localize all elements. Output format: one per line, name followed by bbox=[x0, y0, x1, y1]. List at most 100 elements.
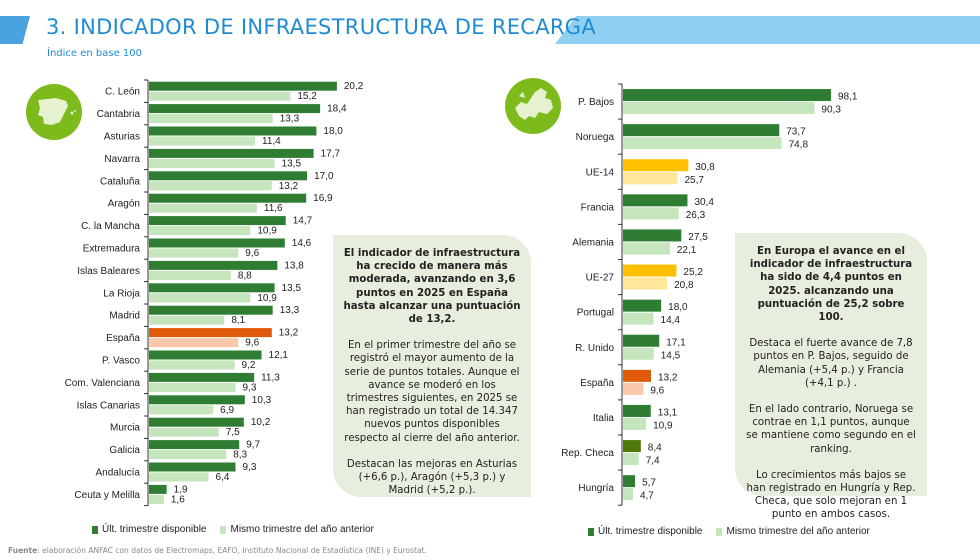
category-label: Noruega bbox=[576, 132, 615, 143]
category-label: Cantabria bbox=[97, 109, 141, 120]
bar-current bbox=[149, 148, 314, 158]
bar-previous bbox=[149, 450, 227, 460]
data-label: 13,1 bbox=[658, 407, 678, 418]
data-label: 14,7 bbox=[293, 216, 313, 227]
category-label: España bbox=[106, 333, 140, 344]
data-label: 17,1 bbox=[666, 337, 686, 348]
category-label: UE-14 bbox=[586, 167, 615, 178]
bar-current bbox=[623, 299, 662, 312]
data-label: 13,2 bbox=[279, 328, 299, 339]
bar-previous bbox=[623, 417, 647, 430]
bar-current bbox=[149, 372, 255, 382]
category-label: Aragón bbox=[108, 199, 140, 210]
data-label: 13,5 bbox=[282, 283, 302, 294]
category-label: Com. Valenciana bbox=[65, 378, 141, 389]
category-label: Andalucía bbox=[96, 468, 141, 479]
bar-current bbox=[623, 404, 651, 417]
bar-previous bbox=[623, 347, 654, 360]
data-label: 9,6 bbox=[245, 248, 259, 259]
data-label: 14,4 bbox=[661, 315, 681, 326]
bar-previous bbox=[149, 136, 256, 146]
europe-box-paragraph-2: En el lado contrario, Noruega se contrae… bbox=[746, 404, 916, 455]
category-label: La Rioja bbox=[103, 288, 140, 299]
legend-swatch-previous bbox=[716, 527, 723, 536]
category-label: P. Bajos bbox=[578, 97, 614, 108]
category-label: C. León bbox=[105, 87, 140, 98]
data-label: 73,7 bbox=[786, 127, 806, 138]
bar-current bbox=[149, 417, 244, 427]
category-label: Alemania bbox=[572, 237, 614, 248]
bar-current bbox=[623, 89, 831, 102]
bar-previous bbox=[623, 172, 678, 185]
data-label: 10,9 bbox=[257, 226, 277, 237]
bar-previous bbox=[149, 158, 275, 168]
data-label: 15,2 bbox=[297, 91, 317, 102]
category-label: Italia bbox=[593, 413, 615, 424]
bar-current bbox=[149, 350, 262, 360]
category-label: Rep. Checa bbox=[561, 448, 614, 459]
data-label: 18,0 bbox=[323, 126, 343, 137]
data-label: 74,8 bbox=[789, 140, 809, 151]
spain-box-paragraph-1: En el primer trimestre del año se regist… bbox=[344, 340, 520, 444]
bar-current bbox=[149, 305, 273, 315]
bar-previous bbox=[149, 360, 235, 370]
bar-current bbox=[623, 440, 641, 453]
bar-current bbox=[623, 124, 780, 137]
bar-previous bbox=[149, 114, 273, 124]
bar-previous bbox=[149, 248, 239, 258]
legend-right: Últ. trimestre disponible Mismo trimestr… bbox=[588, 526, 870, 537]
data-label: 10,9 bbox=[653, 420, 673, 431]
europe-box-paragraph-1: Destaca el fuerte avance de 7,8 puntos e… bbox=[749, 338, 913, 389]
data-label: 30,8 bbox=[695, 162, 715, 173]
data-label: 11,4 bbox=[262, 136, 281, 147]
bar-current bbox=[623, 229, 682, 242]
data-label: 16,9 bbox=[313, 193, 333, 204]
europe-map-icon bbox=[505, 78, 561, 134]
data-label: 30,4 bbox=[694, 197, 714, 208]
bar-current bbox=[149, 193, 307, 203]
bar-current bbox=[149, 171, 308, 181]
bar-previous bbox=[623, 102, 815, 115]
bar-previous bbox=[149, 226, 251, 236]
data-label: 26,3 bbox=[686, 210, 706, 221]
bar-previous bbox=[623, 312, 654, 325]
legend-swatch-current bbox=[588, 527, 594, 536]
source-footnote: Fuente: elaboración ANFAC con datos de E… bbox=[8, 546, 427, 555]
data-label: 9,7 bbox=[246, 440, 260, 451]
data-label: 20,8 bbox=[674, 280, 694, 291]
category-label: Madrid bbox=[109, 311, 140, 322]
bar-current bbox=[623, 264, 677, 277]
page-title: 3. INDICADOR DE INFRAESTRUCTURA DE RECAR… bbox=[46, 15, 597, 39]
data-label: 13,3 bbox=[280, 114, 300, 125]
category-label: P. Vasco bbox=[102, 356, 140, 367]
data-label: 7,4 bbox=[646, 456, 660, 467]
legend-label-current: Últ. trimestre disponible bbox=[598, 526, 703, 537]
category-label: Extremadura bbox=[83, 244, 141, 255]
data-label: 8,3 bbox=[233, 450, 247, 461]
category-label: Galicia bbox=[109, 445, 140, 456]
data-label: 8,8 bbox=[238, 270, 252, 281]
data-label: 14,6 bbox=[292, 238, 312, 249]
category-label: R. Unido bbox=[575, 343, 614, 354]
bar-current bbox=[623, 475, 636, 488]
data-label: 17,0 bbox=[314, 171, 334, 182]
data-label: 25,7 bbox=[684, 175, 704, 186]
category-label: Portugal bbox=[577, 308, 614, 319]
bar-previous bbox=[623, 382, 644, 395]
bar-current bbox=[149, 484, 167, 494]
bar-previous bbox=[149, 494, 164, 504]
bar-previous bbox=[623, 277, 668, 290]
bar-current bbox=[149, 283, 275, 293]
bar-previous bbox=[623, 453, 639, 466]
bar-current bbox=[149, 104, 321, 114]
data-label: 9,3 bbox=[242, 382, 256, 393]
spain-box-paragraph-2: Destacan las mejoras en Asturias (+6,6 p… bbox=[346, 458, 518, 497]
category-label: Navarra bbox=[104, 154, 140, 165]
bar-previous bbox=[623, 488, 633, 501]
data-label: 1,6 bbox=[171, 494, 185, 505]
bar-current bbox=[623, 159, 689, 172]
bar-previous bbox=[149, 293, 251, 303]
category-label: Ceuta y Melilla bbox=[74, 490, 140, 501]
bar-current bbox=[149, 126, 317, 136]
bar-previous bbox=[149, 405, 214, 415]
